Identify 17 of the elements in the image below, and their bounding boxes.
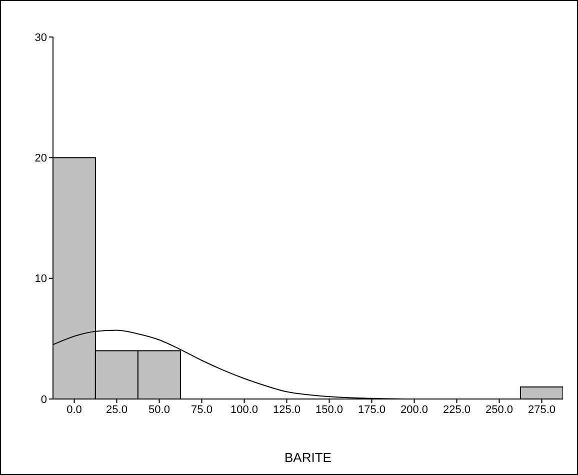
x-tick-label: 50.0 — [148, 404, 170, 416]
x-tick-label: 100.0 — [230, 404, 258, 416]
x-tick-label: 0.0 — [66, 404, 82, 416]
x-tick-label: 75.0 — [191, 404, 212, 416]
x-tick-label: 250.0 — [485, 404, 514, 416]
x-tick-label: 25.0 — [106, 404, 128, 416]
x-axis-title: BARITE — [284, 450, 332, 465]
x-tick-label: 125.0 — [272, 404, 301, 416]
x-tick-label: 200.0 — [400, 404, 428, 416]
y-tick-label: 20 — [34, 152, 47, 165]
y-tick-label: 10 — [34, 273, 47, 286]
y-tick-label: 30 — [34, 32, 47, 44]
x-tick-label: 225.0 — [442, 404, 471, 416]
y-tick-label: 0 — [40, 394, 47, 406]
x-tick-label: 175.0 — [358, 404, 386, 416]
x-tick-label: 275.0 — [528, 404, 556, 416]
x-tick-label: 150.0 — [315, 404, 344, 416]
